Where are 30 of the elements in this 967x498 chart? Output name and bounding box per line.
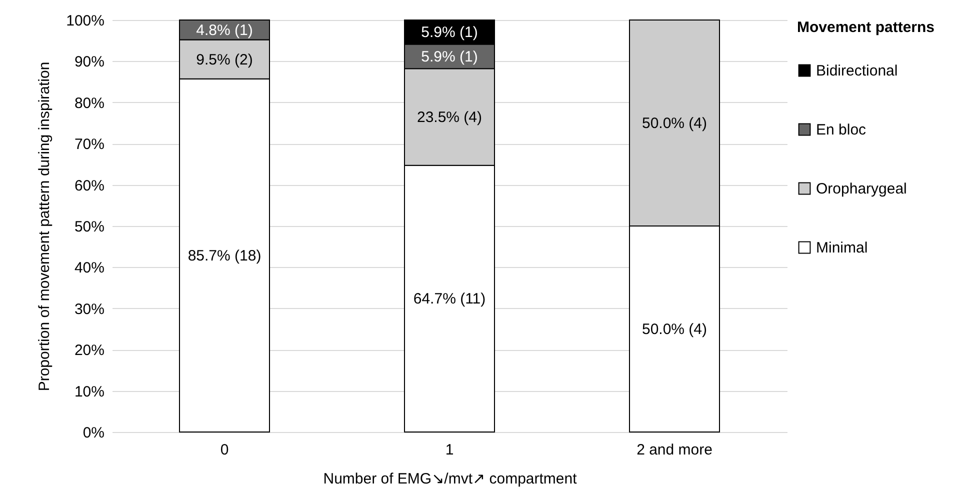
x-tick-label: 2 and more — [636, 442, 712, 458]
y-tick-label: 80% — [74, 94, 104, 112]
y-tick-label: 40% — [74, 260, 104, 277]
legend-label: Minimal — [816, 240, 868, 256]
y-tick-label: 70% — [74, 136, 104, 154]
x-tick-label: 0 — [220, 442, 229, 458]
y-tick-label: 0% — [82, 424, 104, 442]
x-tick-label: 1 — [445, 442, 454, 458]
y-tick-label: 20% — [74, 342, 104, 360]
y-tick-label: 100% — [66, 12, 104, 30]
legend-label: Bidirectional — [816, 62, 898, 80]
y-tick-label: 10% — [74, 383, 104, 400]
legend-label: Oropharygeal — [816, 180, 907, 198]
data-label: 4.8% (1) — [196, 22, 253, 39]
data-label: 9.5% (2) — [196, 51, 253, 68]
legend-label: En bloc — [816, 122, 867, 138]
data-label: 23.5% (4) — [416, 109, 482, 126]
y-axis-title: Proportion of movement pattern during inspiration — [36, 62, 54, 392]
y-tick-label: 30% — [74, 300, 104, 318]
y-tick-label: 90% — [74, 54, 104, 71]
data-label: 85.7% (18) — [188, 247, 262, 264]
y-tick-label: 60% — [74, 177, 104, 194]
data-label: 50.0% (4) — [642, 321, 708, 338]
y-tick-label: 50% — [74, 218, 104, 236]
x-axis-title: Number of EMG↘/mvt↗ compartment — [323, 470, 578, 488]
data-label: 5.9% (1) — [421, 48, 478, 66]
data-label: 64.7% (11) — [413, 290, 486, 308]
data-label: 50.0% (4) — [642, 115, 708, 132]
data-label: 5.9% (1) — [421, 24, 478, 42]
legend-title: Movement patterns — [797, 19, 935, 36]
